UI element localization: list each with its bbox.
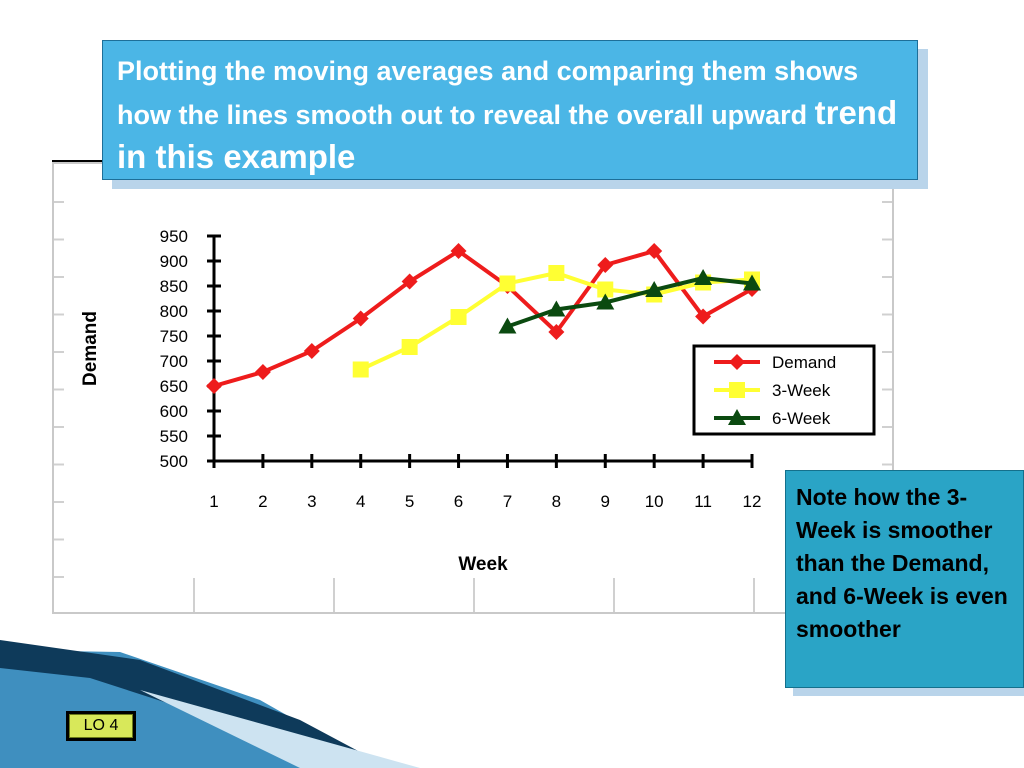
data-point-diamond — [352, 310, 369, 327]
note-callout: Note how the 3-Week is smoother than the… — [785, 470, 1024, 688]
data-point-diamond — [303, 343, 320, 359]
x-tick-label: 10 — [645, 492, 664, 511]
top-rule — [52, 160, 112, 162]
x-tick-label: 9 — [601, 492, 610, 511]
series-line-diamond — [213, 248, 753, 388]
data-point-square — [597, 281, 614, 298]
x-tick-label: 8 — [552, 492, 561, 511]
y-tick-label: 950 — [160, 227, 188, 246]
chart-frame: 500 550 600 650 700 750 800 850 900 950 1 2 3 4 5 6 7 8 9 1… — [52, 162, 894, 616]
legend-swatch-marker — [729, 382, 745, 398]
x-tick-label: 4 — [356, 492, 365, 511]
legend-swatch-marker — [728, 409, 746, 425]
y-tick-label: 900 — [160, 252, 188, 271]
x-tick-label: 2 — [258, 492, 267, 511]
data-point-triangle — [596, 293, 615, 310]
data-point-square — [450, 309, 467, 325]
x-tick-label: 7 — [503, 492, 512, 511]
lo-badge-label: LO 4 — [69, 714, 133, 738]
data-point-square — [401, 339, 418, 355]
y-tick-label: 550 — [160, 427, 188, 446]
x-tick-label: 6 — [454, 492, 463, 511]
data-point-diamond — [254, 364, 271, 380]
legend-label: 6-Week — [772, 409, 831, 428]
data-point-triangle — [645, 281, 664, 297]
x-tick-label: 11 — [694, 492, 712, 511]
data-point-square — [352, 361, 369, 378]
y-tick-label: 650 — [160, 377, 188, 396]
data-point-triangle — [498, 317, 517, 334]
data-point-diamond — [548, 324, 565, 340]
data-point-diamond — [597, 257, 614, 273]
y-tick-label: 500 — [160, 452, 188, 471]
data-point-diamond — [401, 273, 418, 290]
data-point-diamond — [695, 308, 712, 325]
title-emphasis-text: trend in this example — [117, 94, 898, 175]
data-point-diamond — [646, 243, 663, 259]
note-text: Note how the 3-Week is smoother than the… — [796, 484, 1008, 642]
data-point-square — [499, 275, 516, 292]
y-tick-label: 800 — [160, 302, 188, 321]
y-tick-label: 700 — [160, 352, 188, 371]
title-callout: Plotting the moving averages and compari… — [102, 40, 918, 180]
lo-badge: LO 4 — [66, 711, 136, 741]
legend-label: Demand — [772, 353, 836, 372]
series-line-triangle — [506, 275, 753, 329]
data-point-diamond — [206, 378, 222, 394]
swoosh-light — [140, 690, 420, 768]
x-tick-label: 12 — [743, 492, 762, 511]
y-tick-label: 850 — [160, 277, 188, 296]
data-point-square — [548, 265, 565, 281]
data-point-triangle — [547, 300, 566, 317]
data-point-diamond — [450, 243, 467, 259]
title-text: Plotting the moving averages and compari… — [117, 56, 859, 130]
x-tick-label: 5 — [405, 492, 414, 511]
y-tick-label: 750 — [160, 327, 188, 346]
y-tick-label: 600 — [160, 402, 188, 421]
x-tick-label: 3 — [307, 492, 316, 511]
x-tick-label: 1 — [209, 492, 218, 511]
x-axis-title: Week — [458, 554, 508, 575]
legend-label: 3-Week — [772, 381, 831, 400]
data-point-triangle — [743, 274, 761, 291]
legend-swatch-marker — [729, 354, 745, 370]
data-point-triangle — [694, 269, 713, 285]
y-axis-title: Demand — [80, 311, 101, 386]
